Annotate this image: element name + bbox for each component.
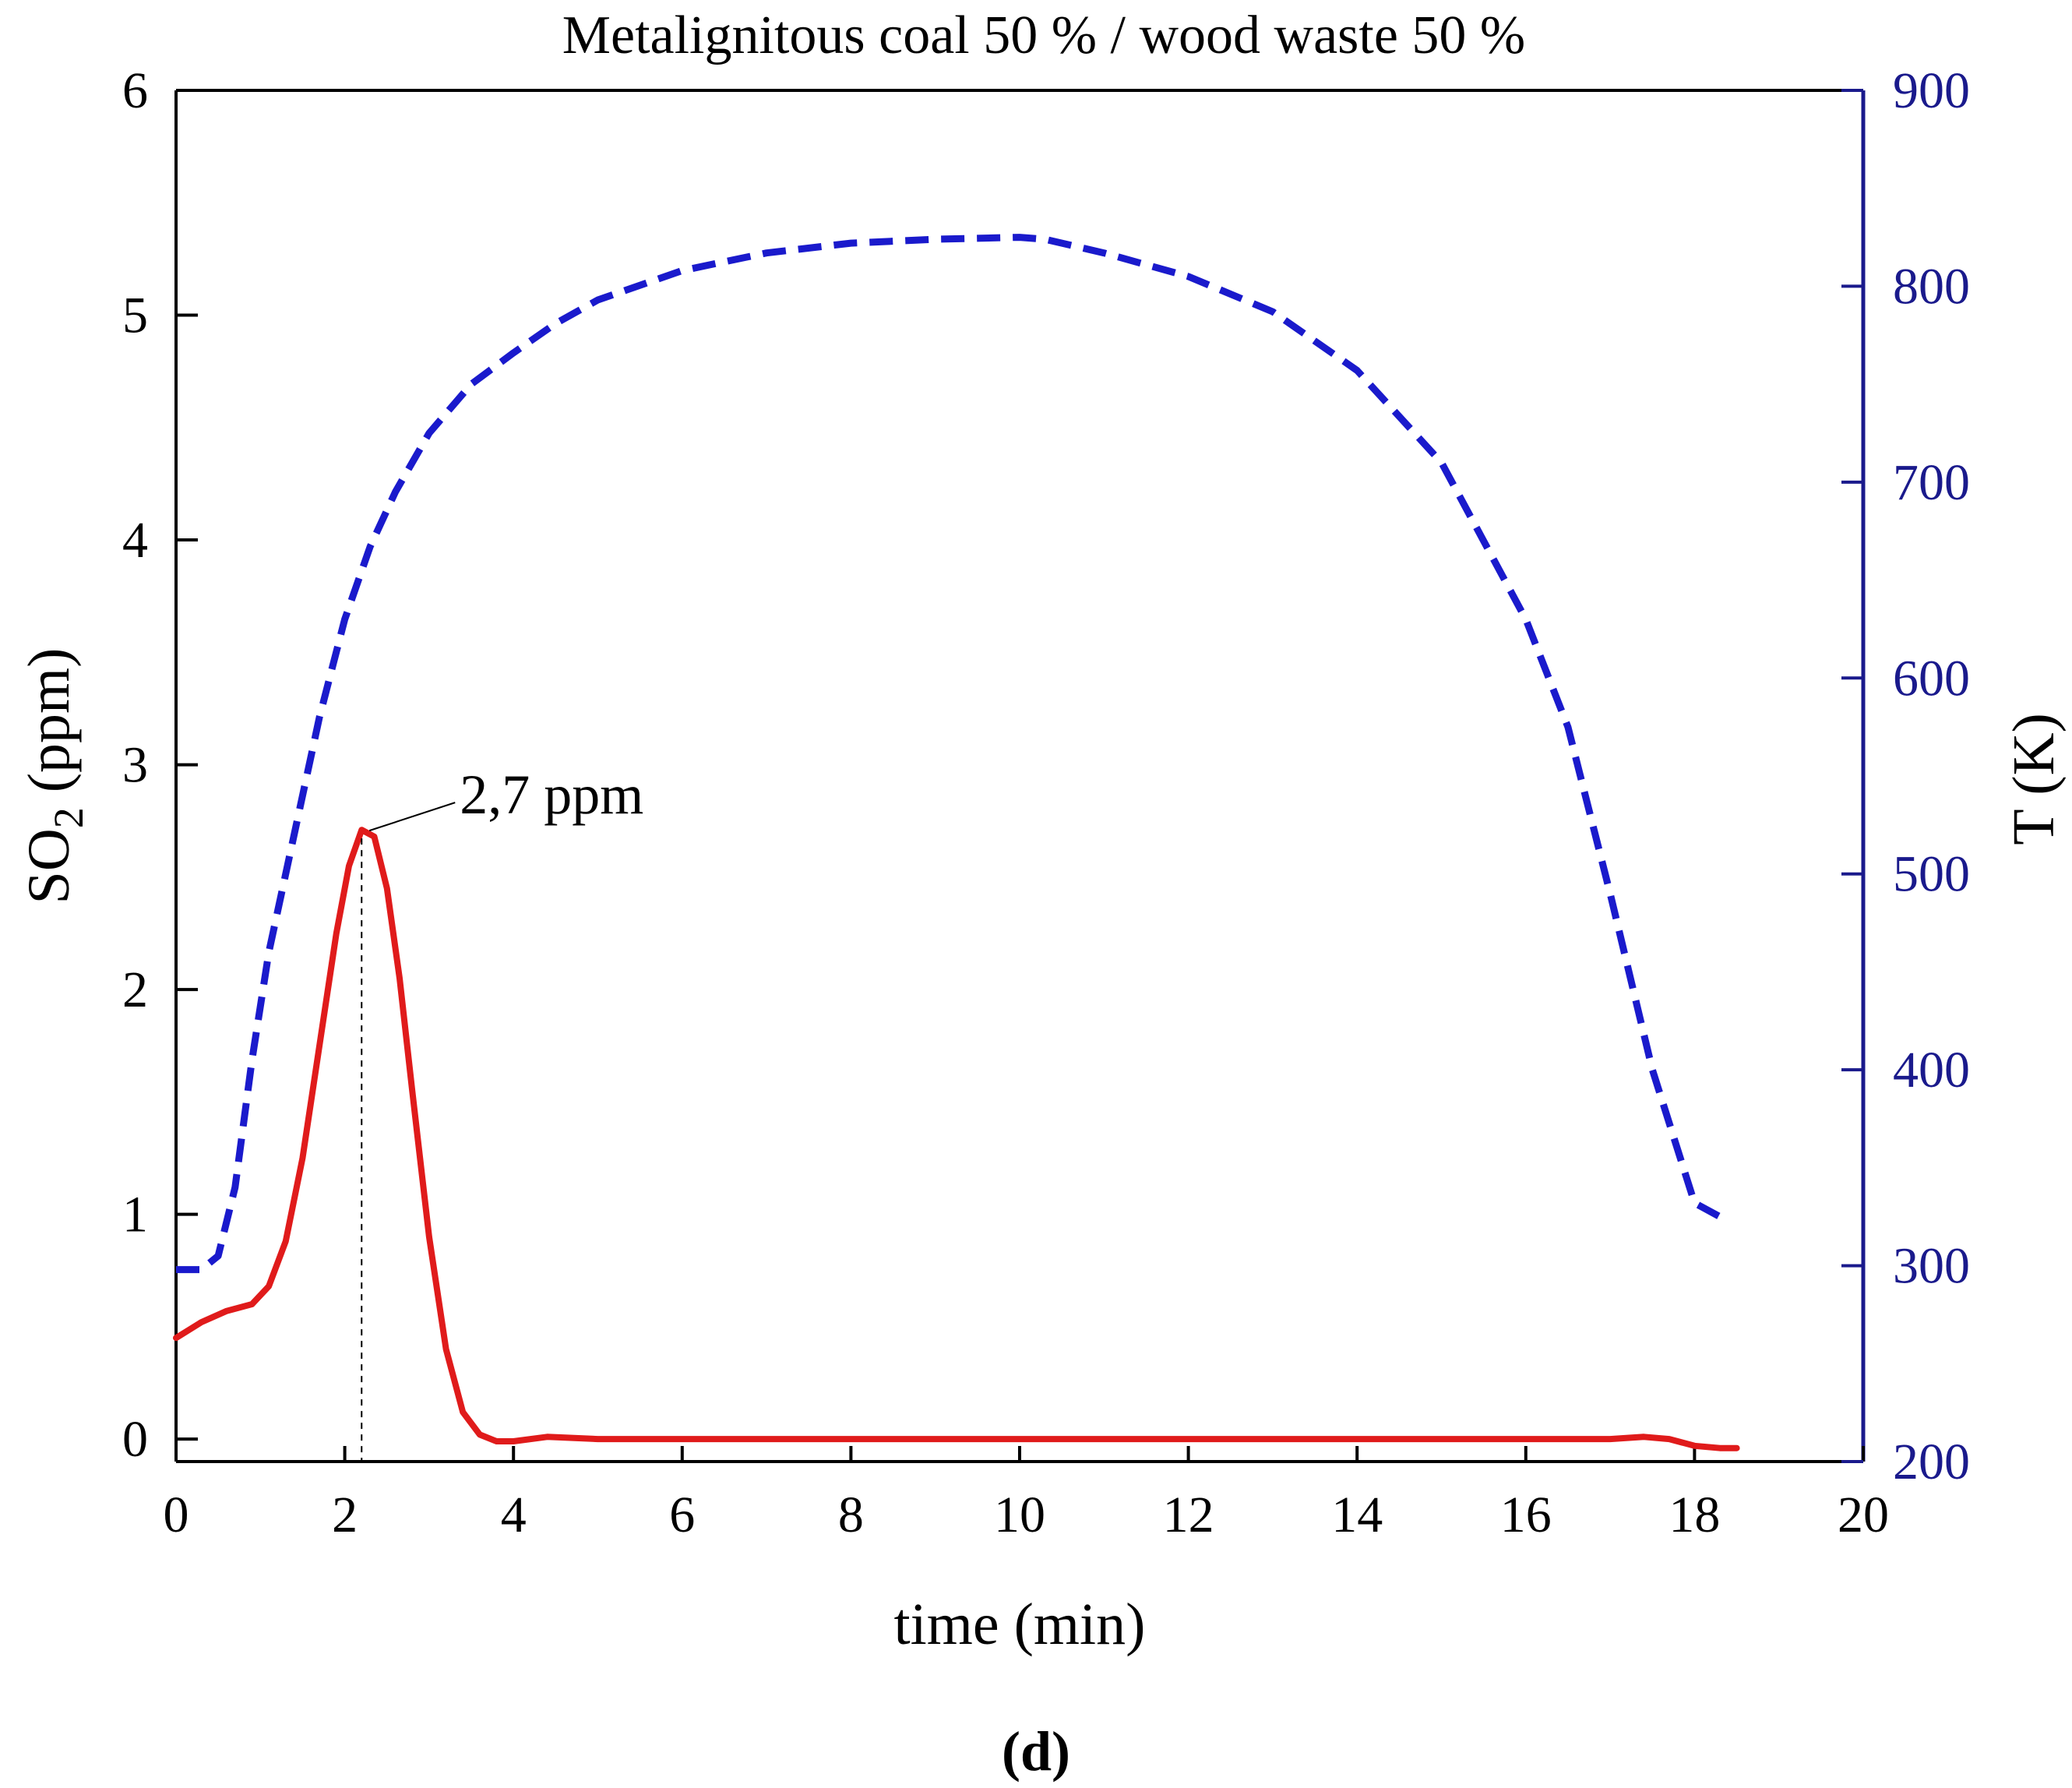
left-tick-label: 3 (122, 737, 148, 794)
x-tick-label: 8 (838, 1486, 864, 1543)
right-tick-label: 600 (1893, 650, 1970, 707)
series-layer (173, 234, 1740, 1451)
annotation-leader-line (368, 802, 456, 832)
x-tick-label: 4 (501, 1486, 527, 1543)
right-tick-label: 300 (1893, 1238, 1970, 1295)
x-tick-label: 18 (1669, 1486, 1720, 1543)
panel-label: (d) (1002, 1720, 1070, 1783)
x-tick-label: 16 (1500, 1486, 1552, 1543)
right-axis-ticks: 200 300 400 500 600 700 800 900 (1841, 62, 1970, 1490)
right-tick-label: 400 (1893, 1042, 1970, 1099)
right-tick-label: 200 (1893, 1434, 1970, 1490)
left-tick-label: 4 (122, 512, 148, 569)
chart-title: Metalignitous coal 50 % / wood waste 50 … (562, 5, 1525, 65)
x-tick-label: 12 (1163, 1486, 1214, 1543)
right-tick-label: 900 (1893, 62, 1970, 119)
left-axis-label: SO2 (ppm) (16, 648, 92, 905)
so2-series-line (173, 827, 1740, 1451)
left-tick-label: 5 (122, 287, 148, 344)
left-tick-label: 6 (122, 62, 148, 119)
left-tick-label: 2 (122, 961, 148, 1018)
left-tick-label: 0 (122, 1411, 148, 1468)
x-tick-label: 2 (332, 1486, 358, 1543)
right-tick-label: 700 (1893, 454, 1970, 511)
x-tick-label: 0 (164, 1486, 189, 1543)
peak-annotation: 2,7 ppm (460, 764, 643, 826)
right-tick-label: 800 (1893, 258, 1970, 315)
right-axis-label: T (K) (2001, 713, 2067, 845)
temperature-series-line (176, 234, 1722, 1274)
x-tick-label: 14 (1331, 1486, 1383, 1543)
x-tick-label: 10 (994, 1486, 1045, 1543)
x-axis-label: time (min) (894, 1592, 1146, 1657)
left-axis-ticks: 0 1 2 3 4 5 6 (122, 62, 198, 1468)
left-tick-label: 1 (122, 1187, 148, 1243)
x-tick-label: 6 (669, 1486, 695, 1543)
x-tick-label: 20 (1838, 1486, 1889, 1543)
x-axis-ticks: 0 2 4 6 8 10 12 14 16 18 20 (164, 1446, 1889, 1543)
right-tick-label: 500 (1893, 846, 1970, 903)
